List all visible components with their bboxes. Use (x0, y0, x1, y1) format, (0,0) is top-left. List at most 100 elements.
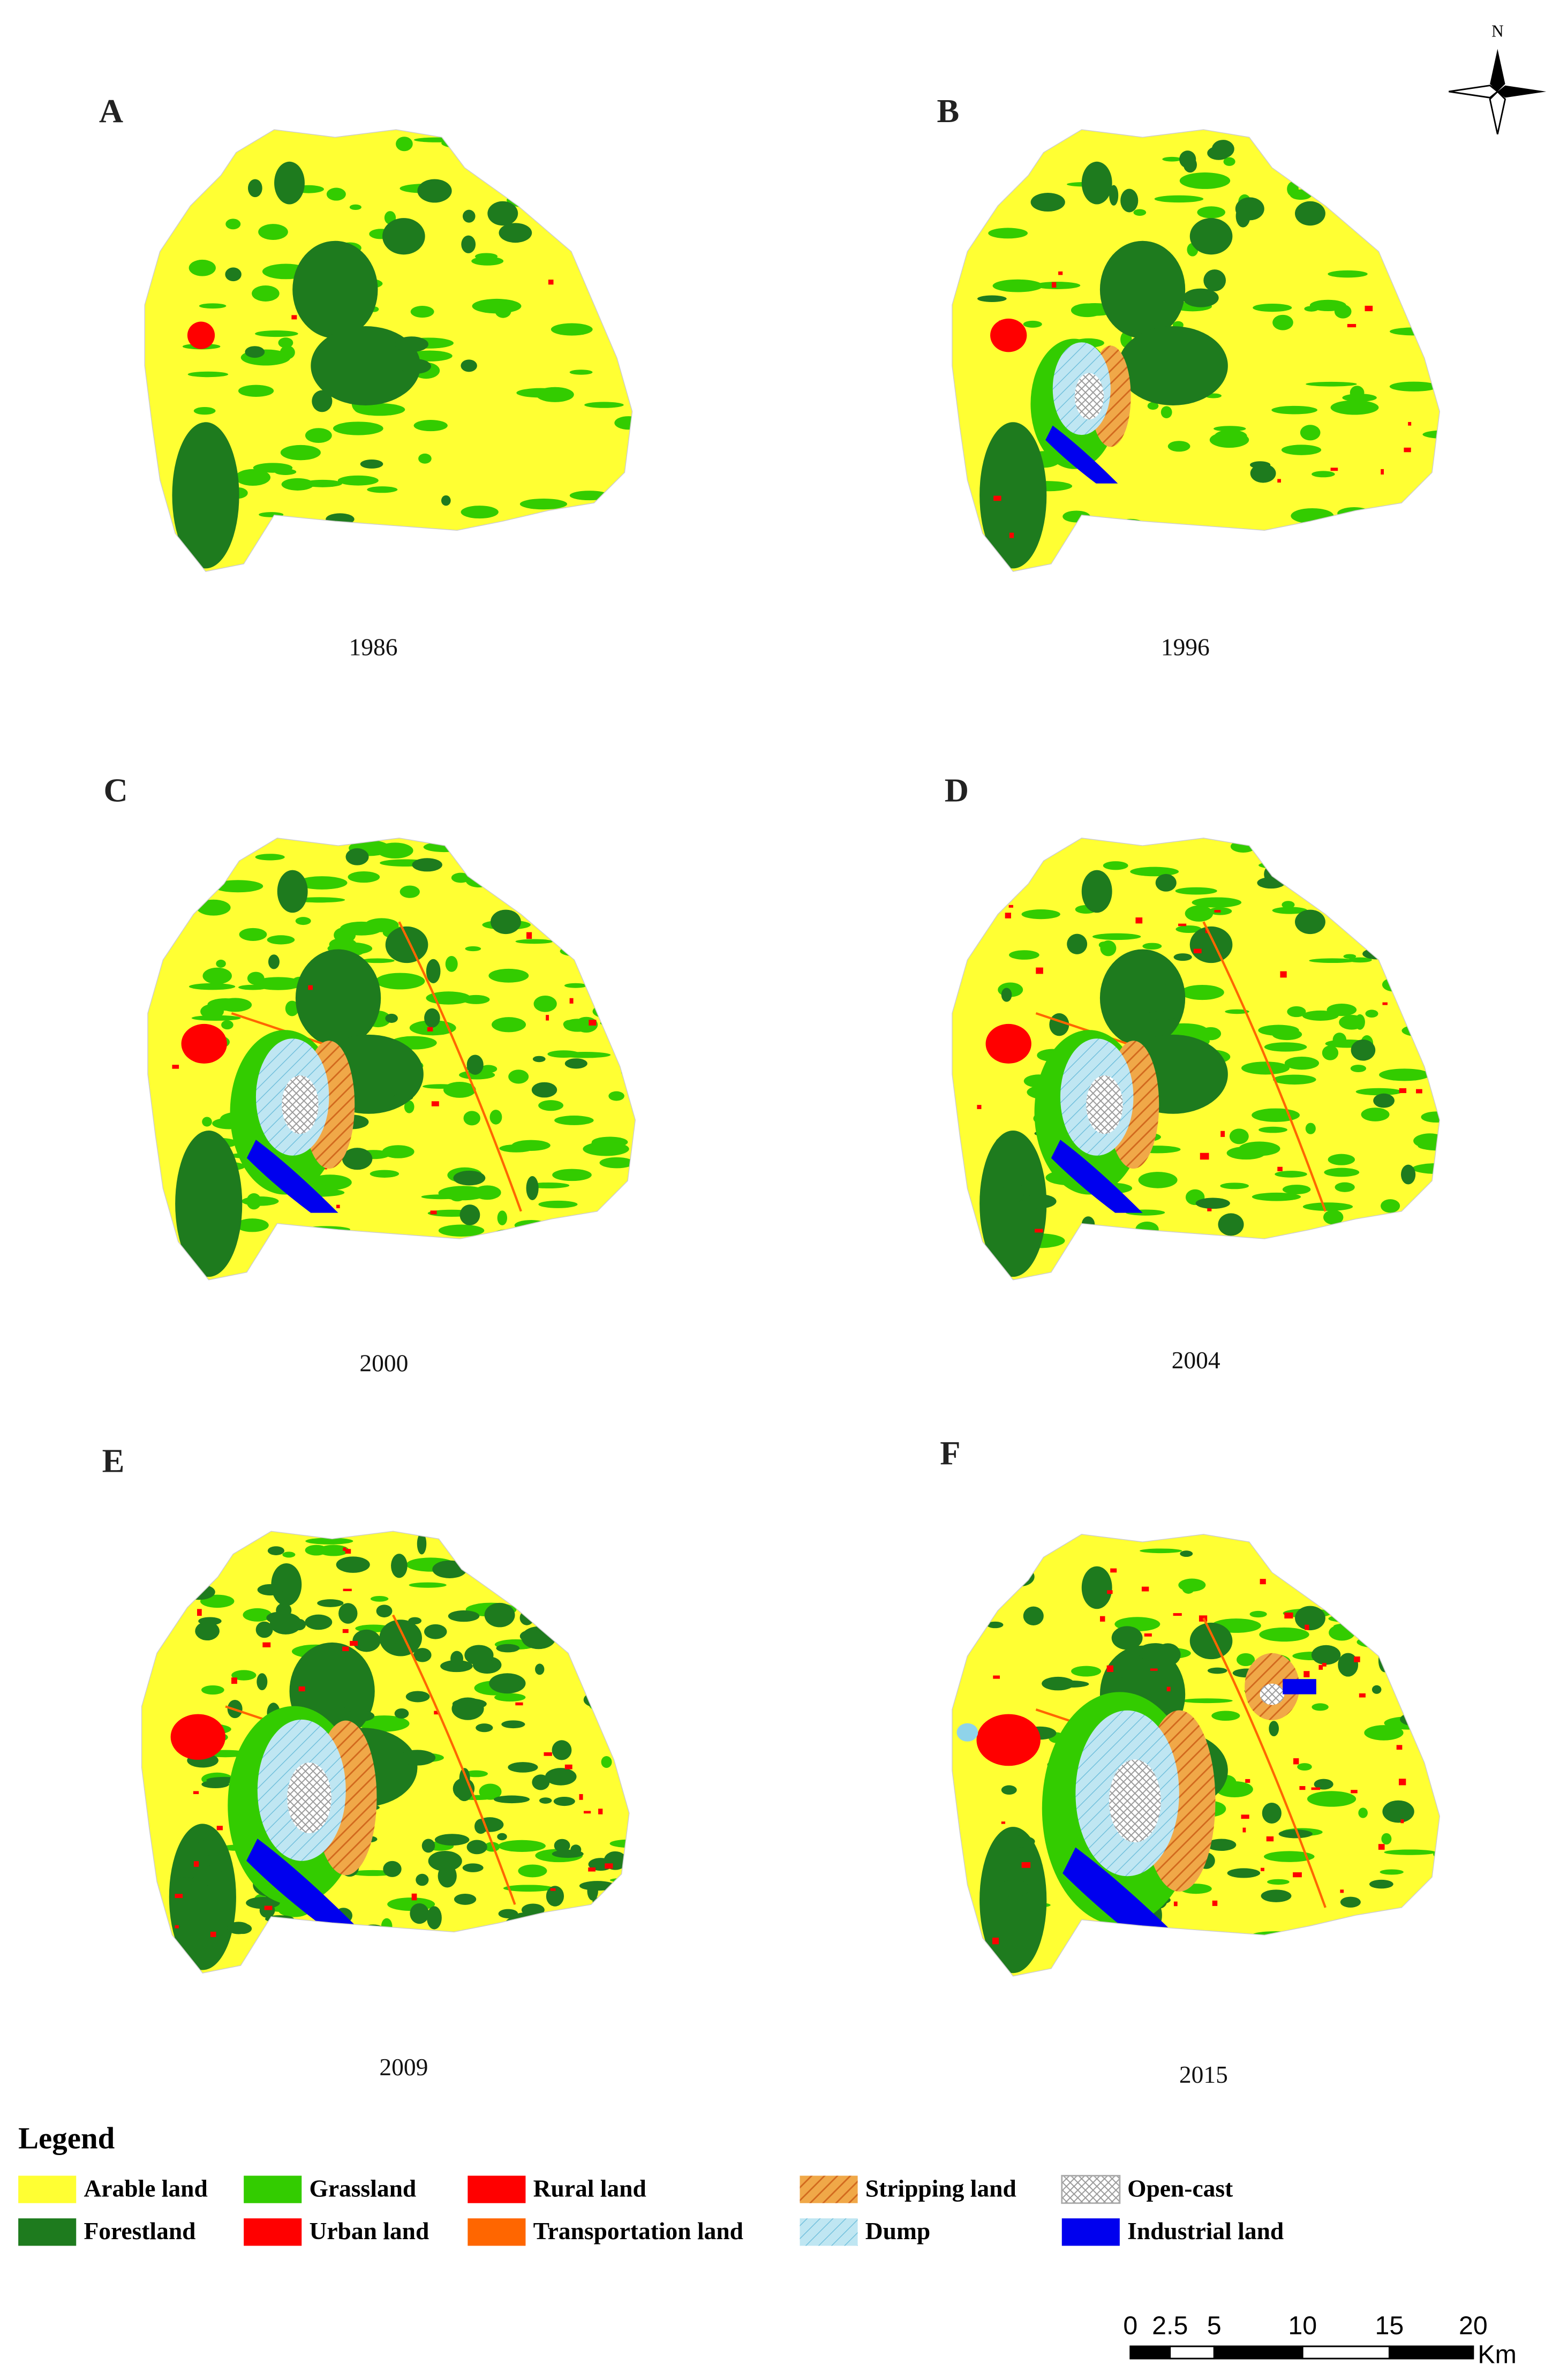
rural-land (1009, 532, 1014, 538)
grassland (1160, 406, 1172, 419)
grassland (563, 1020, 575, 1029)
rural-land (1348, 924, 1354, 929)
forestland (1179, 150, 1196, 168)
legend-label: Urban land (309, 2217, 429, 2245)
rural-land (1293, 1872, 1302, 1878)
rural-land (411, 1893, 417, 1901)
grassland (337, 475, 379, 486)
grassland (586, 1610, 629, 1625)
grassland (187, 371, 229, 378)
rural-land (308, 985, 313, 990)
map-outline (141, 1531, 630, 1974)
grassland (1252, 1192, 1301, 1201)
grassland (1021, 909, 1060, 920)
grassland (1351, 1628, 1402, 1635)
grassland (1425, 880, 1440, 893)
dump (956, 1723, 978, 1742)
rural-land (1005, 913, 1011, 918)
forestland (496, 1644, 520, 1653)
rural-land (1404, 447, 1411, 453)
grassland (1404, 922, 1418, 931)
forestland (336, 1556, 370, 1573)
grassland (592, 1004, 622, 1019)
map-fill (952, 1534, 1440, 1976)
grassland (1341, 144, 1375, 160)
grassland (465, 873, 492, 887)
grassland (569, 370, 593, 375)
rural-land (1396, 1745, 1403, 1750)
forestland (1382, 1800, 1414, 1823)
forestland (413, 1648, 432, 1662)
forestland (1367, 1631, 1398, 1646)
grassland (280, 345, 295, 359)
rural-land (1365, 305, 1373, 312)
grassland (1154, 195, 1204, 203)
forestland (453, 1170, 486, 1186)
grassland (1185, 905, 1214, 922)
rural-land (605, 1863, 613, 1869)
forestland (175, 1131, 243, 1277)
forestland (1081, 870, 1112, 913)
forestland (1262, 1802, 1282, 1824)
grassland (1214, 430, 1247, 443)
industrial-land (1045, 425, 1118, 484)
grassland (1405, 212, 1426, 224)
map-outline (952, 129, 1440, 572)
rural-land (993, 1675, 1000, 1679)
grassland (1098, 942, 1109, 948)
grassland (481, 155, 516, 165)
rural-land (1354, 1656, 1360, 1662)
scale-segment (1213, 2345, 1303, 2360)
open-cast (1086, 1075, 1123, 1134)
rural-land (546, 1015, 549, 1021)
forestland (466, 1055, 484, 1075)
urban-land (181, 1023, 227, 1064)
forestland (255, 1621, 273, 1638)
grassland (461, 506, 499, 519)
rural-land (589, 1020, 597, 1026)
rural-land (583, 1811, 591, 1814)
grassland (1225, 1009, 1249, 1014)
grassland (274, 469, 297, 475)
forestland (1249, 461, 1271, 469)
rural-land (480, 1545, 487, 1551)
grassland (252, 285, 280, 302)
forestland (587, 1881, 598, 1901)
grassland (546, 903, 586, 915)
grassland (1167, 441, 1190, 452)
rural-land (262, 1642, 271, 1647)
rural-land (1001, 1821, 1006, 1824)
forestland (493, 1795, 530, 1804)
rural-land (1266, 1836, 1274, 1842)
grassland (1304, 306, 1319, 312)
grassland (599, 1157, 634, 1169)
industrial-land (246, 1140, 338, 1213)
grassland (498, 1840, 546, 1852)
grassland (1009, 950, 1039, 960)
rural-land (526, 932, 532, 939)
grassland (410, 305, 434, 318)
grassland (1309, 299, 1346, 312)
grassland (305, 1538, 353, 1545)
forestland (1350, 1583, 1376, 1605)
legend-label: Transportation land (533, 2217, 743, 2245)
rural-land (977, 1105, 982, 1109)
rural-land (1277, 1166, 1283, 1171)
grassland (1202, 538, 1227, 547)
rural-land (1178, 923, 1187, 927)
rural-land (1173, 1901, 1178, 1907)
forestland (292, 240, 378, 338)
forestland (499, 223, 532, 243)
forestland (546, 1886, 564, 1907)
grassland (600, 1019, 636, 1027)
forestland (592, 1896, 625, 1907)
forestland (326, 513, 355, 525)
grassland (1389, 381, 1438, 391)
forestland (1369, 1879, 1393, 1889)
rural-land (566, 244, 572, 248)
grassland (197, 899, 231, 916)
rural-land (342, 1646, 349, 1652)
forestland (1351, 1040, 1376, 1061)
rural-land (579, 1794, 583, 1800)
